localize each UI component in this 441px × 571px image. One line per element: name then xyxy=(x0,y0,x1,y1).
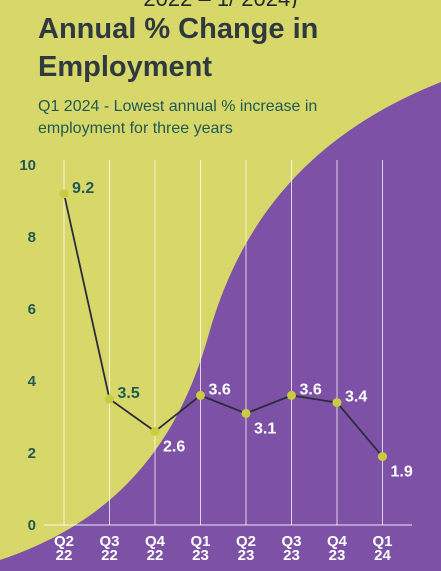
page-title: Annual % Change in Employment xyxy=(38,13,319,83)
x-tick-label: Q4 22 xyxy=(145,533,166,564)
y-tick-label: 6 xyxy=(28,301,36,318)
data-point xyxy=(150,426,160,436)
page-subtitle: Q1 2024 - Lowest annual % increase in em… xyxy=(38,98,318,137)
y-tick-label: 4 xyxy=(28,373,37,390)
x-tick-label: Q3 23 xyxy=(281,533,301,564)
y-axis: 0 2 4 6 8 10 xyxy=(19,157,36,534)
purple-wave xyxy=(0,82,441,571)
y-tick-label: 0 xyxy=(28,517,36,534)
series-line xyxy=(63,193,384,458)
x-tick-label: Q2 23 xyxy=(236,533,256,564)
data-label: 3.5 xyxy=(118,385,140,402)
data-point xyxy=(196,390,205,400)
data-label: 3.1 xyxy=(254,420,276,437)
y-tick-label: 8 xyxy=(28,229,36,246)
x-tick-label: Q1 23 xyxy=(190,533,210,564)
data-label: 3.4 xyxy=(345,389,367,406)
data-labels: 9.2 3.5 2.6 3.6 3.1 3.6 3.4 1.9 xyxy=(72,180,413,481)
clipped-top-text: 2022 – 1/ 2024) xyxy=(0,0,441,8)
data-label: 9.2 xyxy=(72,180,94,197)
x-tick-label: Q1 24 xyxy=(372,533,392,564)
data-label: 3.6 xyxy=(300,381,322,398)
data-point xyxy=(378,452,387,462)
x-tick-label: Q4 23 xyxy=(327,533,348,564)
data-points xyxy=(59,189,387,462)
x-tick-label: Q3 22 xyxy=(99,533,119,564)
data-point xyxy=(287,390,296,400)
data-label: 1.9 xyxy=(391,464,413,481)
x-tick-label: Q2 22 xyxy=(54,533,74,564)
x-axis: Q2 22 Q3 22 Q4 22 Q1 23 Q2 23 Q3 23 Q4 23 Q1 24 xyxy=(54,533,393,564)
grid-lines xyxy=(44,160,412,526)
data-point xyxy=(105,394,114,404)
data-label: 2.6 xyxy=(163,438,185,455)
data-point xyxy=(241,408,251,418)
y-tick-label: 10 xyxy=(19,157,36,174)
y-tick-label: 2 xyxy=(28,445,36,462)
data-label: 3.6 xyxy=(209,381,231,398)
data-point xyxy=(59,189,69,199)
data-point xyxy=(332,398,342,408)
